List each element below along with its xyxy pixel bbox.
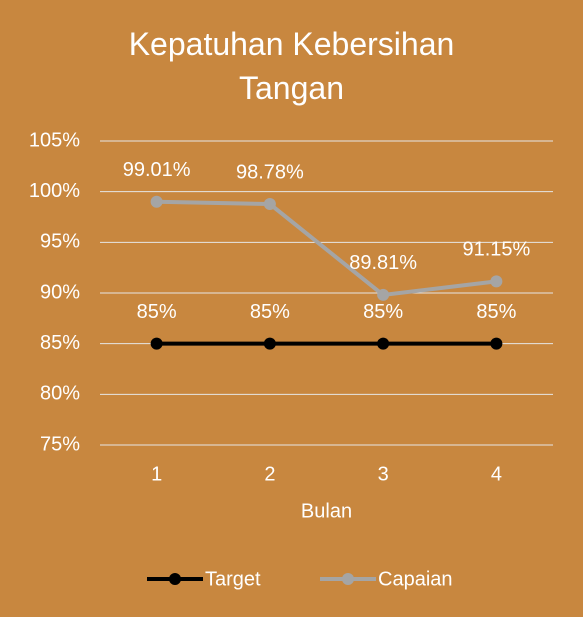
- y-tick-label: 75%: [40, 433, 80, 455]
- chart-title: Kepatuhan Kebersihan Tangan: [128, 26, 455, 106]
- x-axis-label: Bulan: [301, 500, 352, 522]
- data-label: 85%: [137, 301, 177, 323]
- y-tick-label: 90%: [40, 281, 80, 303]
- x-tick-label: 2: [264, 463, 275, 485]
- legend-marker: [169, 573, 181, 585]
- data-label: 85%: [363, 301, 403, 323]
- marker: [150, 195, 163, 208]
- data-label: 89.81%: [349, 252, 417, 274]
- marker: [377, 288, 390, 301]
- x-tick-label: 1: [151, 463, 162, 485]
- marker: [263, 337, 276, 350]
- marker: [490, 337, 503, 350]
- data-label: 85%: [476, 301, 516, 323]
- y-tick-label: 95%: [40, 231, 80, 253]
- y-tick-label: 105%: [29, 129, 80, 151]
- marker: [377, 337, 390, 350]
- data-label: 98.78%: [236, 161, 304, 183]
- data-label: 99.01%: [123, 159, 191, 181]
- legend-label: Target: [205, 568, 261, 590]
- data-label: 85%: [250, 301, 290, 323]
- series-line: [156, 199, 497, 298]
- y-tick-label: 80%: [40, 383, 80, 405]
- data-label: 91.15%: [462, 239, 530, 261]
- legend-marker: [342, 573, 354, 585]
- marker: [150, 337, 163, 350]
- y-tick-label: 85%: [40, 332, 80, 354]
- x-tick-label: 3: [378, 463, 389, 485]
- y-tick-label: 100%: [29, 180, 80, 202]
- marker: [490, 275, 503, 288]
- x-tick-label: 4: [491, 463, 502, 485]
- legend-label: Capaian: [378, 568, 453, 590]
- marker: [263, 198, 276, 211]
